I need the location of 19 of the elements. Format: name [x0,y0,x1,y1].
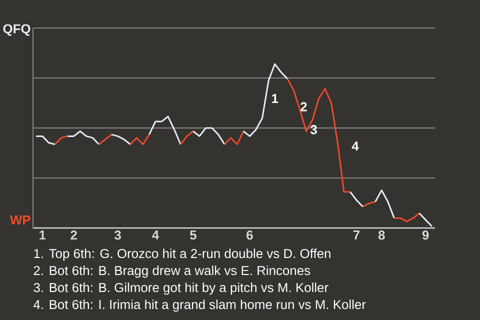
annotation: 4 [352,142,359,150]
x-tick-label: 1 [40,230,46,240]
x-tick-label: 2 [70,230,77,240]
x-tick-label: 7 [353,230,360,240]
annotation: 3 [310,125,317,134]
x-tick-label: 6 [246,230,253,240]
x-tick-label: 9 [422,230,429,240]
x-tick-label: 3 [114,230,121,240]
annotation: 1 [272,94,278,103]
text: 4. Bot 6th: I. Irimia hit a grand slam home run vs M. Koller [34,300,366,312]
text: 2. Bot 6th: B. Bragg drew a walk vs E. Rincones [34,266,310,278]
text: 3. Bot 6th: B. Gilmore got hit by a pitch vs M. Koller [34,282,328,295]
text: WP [10,216,30,224]
text: 1. Top 6th: G. Orozco hit a 2-run double vs D. Offen [34,248,330,261]
x-tick-label: 5 [190,230,196,240]
text: QFQ [3,24,30,36]
annotation: 2 [300,102,307,112]
x-tick-label: 8 [378,230,385,240]
x-tick-label: 4 [152,230,160,240]
